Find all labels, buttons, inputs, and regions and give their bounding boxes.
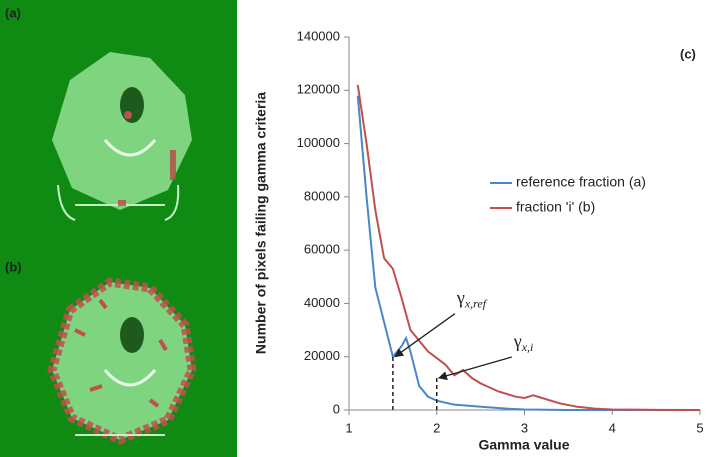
x-tick-label: 3	[521, 420, 528, 435]
image-panels: (a) (b)	[0, 0, 237, 457]
data-line	[356, 95, 700, 411]
y-tick-label: 140000	[297, 28, 340, 43]
annotation-subscript: x,ref	[464, 296, 488, 310]
legend-label: fraction 'i' (b)	[516, 199, 595, 215]
y-tick-label: 100000	[297, 135, 340, 150]
x-tick-label: 2	[433, 420, 440, 435]
x-axis-title: Gamma value	[478, 437, 569, 453]
y-tick-label: 0	[333, 401, 340, 416]
annotation-text: γx,i	[513, 331, 534, 354]
annotation-symbol: γ	[513, 331, 522, 351]
x-tick-label: 4	[609, 420, 616, 435]
data-line	[356, 84, 701, 411]
annotation-symbol: γ	[456, 288, 465, 308]
y-axis-title: Number of pixels failing gamma criteria	[253, 92, 269, 354]
y-tick-label: 20000	[304, 348, 340, 363]
panel-label: (a)	[5, 5, 21, 20]
y-tick-label: 60000	[304, 242, 340, 257]
x-tick-label: 5	[696, 420, 703, 435]
panel-label: (c)	[680, 46, 696, 61]
annotation-arrow	[394, 313, 456, 358]
annotation-arrow	[437, 356, 512, 381]
legend-label: reference fraction (a)	[516, 174, 646, 190]
y-tick-label: 80000	[304, 188, 340, 203]
y-tick-label: 120000	[297, 82, 340, 97]
panel-label: (b)	[5, 259, 22, 274]
x-tick-label: 1	[345, 420, 352, 435]
annotation-text: γx,ref	[456, 288, 488, 311]
image-a	[52, 52, 192, 221]
y-tick-label: 40000	[304, 295, 340, 310]
annotation-subscript: x,i	[521, 340, 534, 354]
image-b	[47, 277, 197, 445]
